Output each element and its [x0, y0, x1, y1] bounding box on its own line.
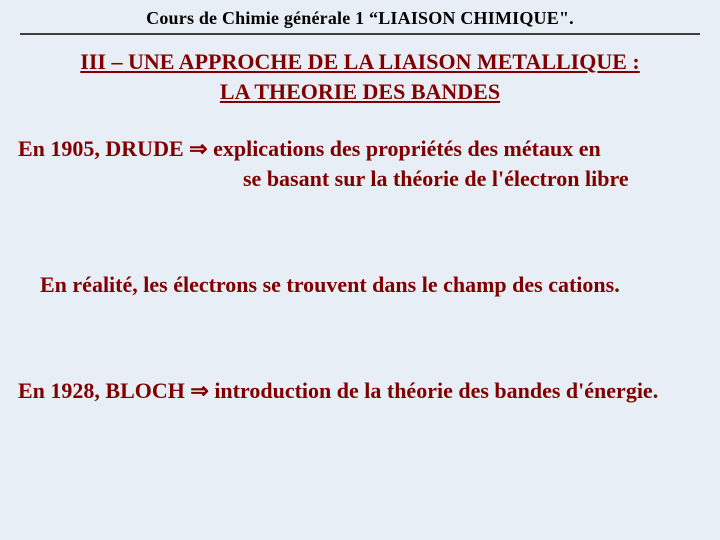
arrow-icon: ⇒	[189, 136, 207, 161]
content-area: En 1905, DRUDE ⇒ explications des propri…	[0, 134, 720, 403]
p1-line2: se basant sur la théorie de l'électron l…	[18, 166, 629, 191]
section-title-line1: III – UNE APPROCHE DE LA LIAISON METALLI…	[80, 49, 639, 74]
arrow-icon: ⇒	[190, 378, 208, 403]
section-title-area: III – UNE APPROCHE DE LA LIAISON METALLI…	[0, 47, 720, 106]
p3-prefix: En 1928, BLOCH	[18, 378, 190, 403]
paragraph-2: En réalité, les électrons se trouvent da…	[18, 272, 702, 298]
section-title-line2: LA THEORIE DES BANDES	[220, 79, 500, 104]
p1-prefix: En 1905, DRUDE	[18, 136, 189, 161]
paragraph-1: En 1905, DRUDE ⇒ explications des propri…	[18, 134, 702, 193]
p1-line1-rest: explications des propriétés des métaux e…	[208, 136, 601, 161]
header-divider	[20, 33, 700, 35]
course-title: Cours de Chimie générale 1 “LIAISON CHIM…	[0, 8, 720, 29]
paragraph-3: En 1928, BLOCH ⇒ introduction de la théo…	[18, 378, 702, 404]
header: Cours de Chimie générale 1 “LIAISON CHIM…	[0, 0, 720, 35]
p3-rest: introduction de la théorie des bandes d'…	[209, 378, 658, 403]
section-title: III – UNE APPROCHE DE LA LIAISON METALLI…	[40, 47, 680, 106]
